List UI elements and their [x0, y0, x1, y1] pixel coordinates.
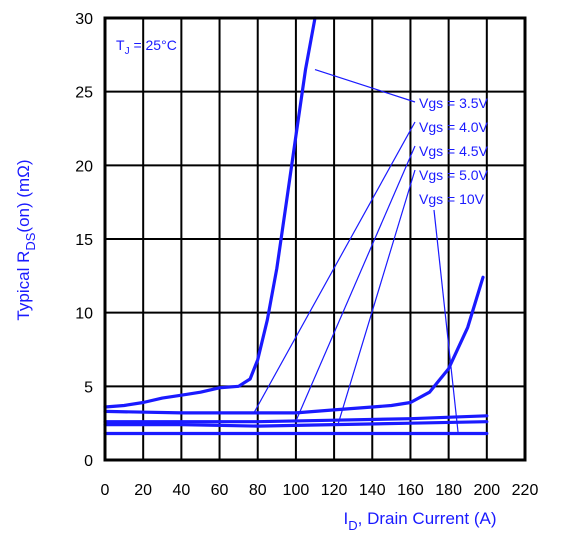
x-tick-label: 80 [249, 482, 267, 499]
series-line [103, 16, 317, 409]
plot-frame [103, 16, 527, 462]
y-tick-label: 20 [75, 158, 93, 175]
x-tick-label: 120 [321, 482, 348, 499]
series-line [103, 275, 485, 415]
series-label: Vgs = 3.5V [419, 95, 489, 111]
leader-line [433, 209, 459, 434]
y-tick-label: 15 [75, 232, 93, 249]
temperature-annotation: TJ = 25°C [116, 37, 177, 57]
leader-line [253, 121, 416, 414]
x-tick-label: 220 [512, 482, 539, 499]
y-tick-label: 0 [84, 453, 93, 470]
x-axis-label: ID, Drain Current (A) [344, 509, 497, 533]
x-tick-label: 180 [435, 482, 462, 499]
x-tick-label: 0 [101, 482, 110, 499]
leader-line [337, 169, 416, 425]
series-label: Vgs = 4.0V [419, 119, 489, 135]
y-tick-label: 30 [75, 11, 93, 28]
series-labels: Vgs = 3.5V Vgs = 4.0V Vgs = 4.5V Vgs = 5.0V… [419, 95, 489, 207]
x-tick-labels: 0 20 40 60 80 100 120 140 160 180 200 220 [101, 482, 539, 499]
x-tick-label: 60 [211, 482, 229, 499]
x-tick-label: 140 [359, 482, 386, 499]
y-tick-labels: 0 5 10 15 20 25 30 [75, 11, 93, 470]
series-label: Vgs = 10V [419, 191, 485, 207]
leader-lines [253, 68, 459, 434]
y-tick-label: 5 [84, 379, 93, 396]
series-label: Vgs = 4.5V [419, 143, 489, 159]
y-tick-label: 25 [75, 85, 93, 102]
grid [105, 18, 525, 460]
x-tick-label: 20 [134, 482, 152, 499]
y-tick-label: 10 [75, 306, 93, 323]
x-tick-label: 200 [473, 482, 500, 499]
x-tick-label: 40 [172, 482, 190, 499]
leader-line [295, 145, 416, 422]
series-line [103, 420, 489, 428]
leader-line [314, 68, 416, 103]
series-label: Vgs = 5.0V [419, 167, 489, 183]
x-tick-label: 100 [283, 482, 310, 499]
x-tick-label: 160 [397, 482, 424, 499]
y-axis-label: Typical RDS(on) (mΩ) [14, 159, 38, 320]
